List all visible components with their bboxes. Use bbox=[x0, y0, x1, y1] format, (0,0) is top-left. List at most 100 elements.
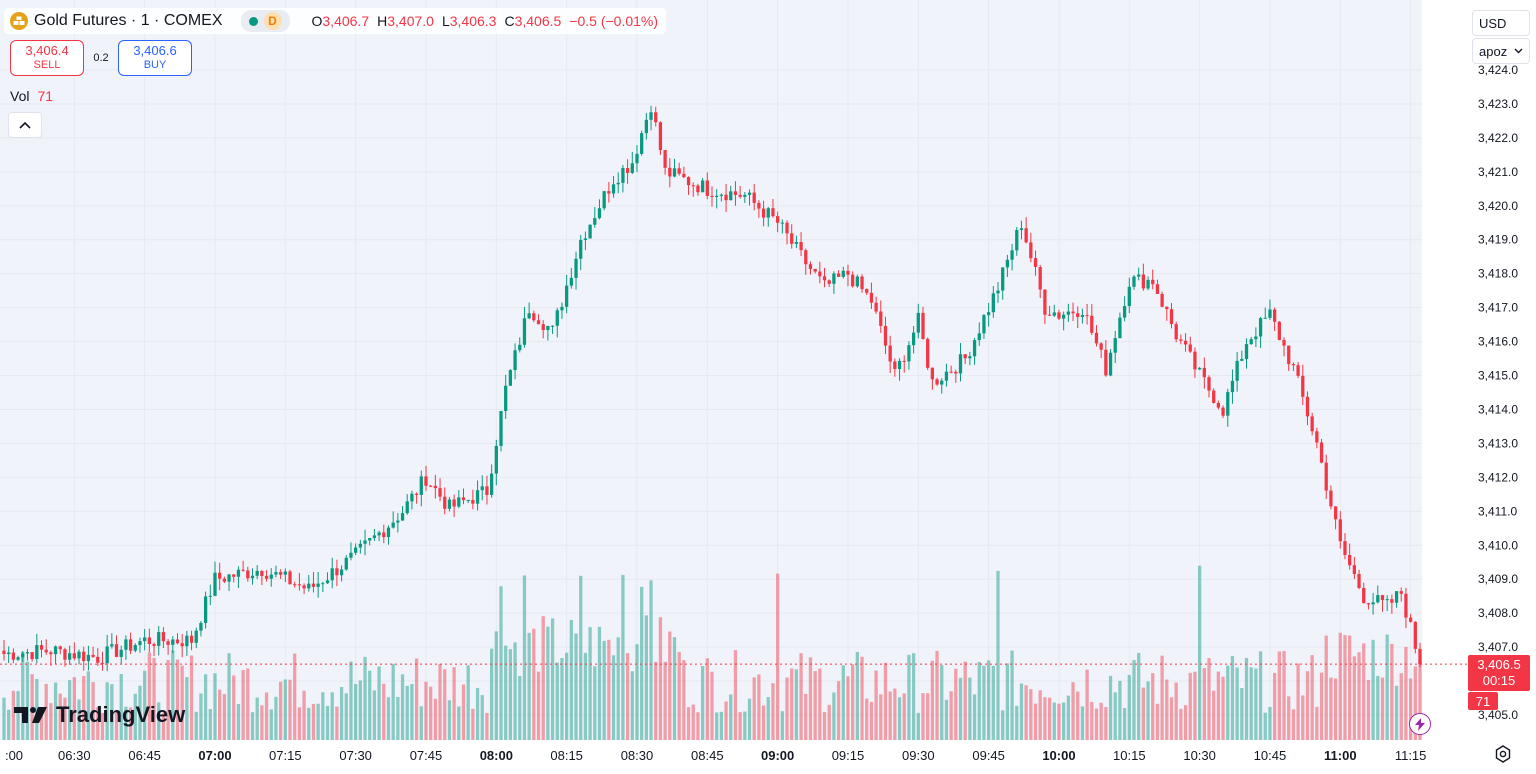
volume-bar bbox=[715, 712, 719, 740]
candle-body bbox=[565, 285, 569, 307]
candle-body bbox=[827, 280, 831, 284]
candle-body bbox=[175, 639, 180, 644]
sell-button[interactable]: 3,406.4 SELL bbox=[10, 40, 84, 76]
volume-bar bbox=[199, 693, 203, 740]
candle-body bbox=[1076, 313, 1080, 318]
candle-body bbox=[1296, 365, 1300, 376]
volume-bar bbox=[1230, 655, 1235, 740]
settings-button[interactable] bbox=[1493, 744, 1513, 764]
candle-body bbox=[977, 333, 981, 341]
volume-bar bbox=[597, 626, 602, 740]
candle-body bbox=[972, 340, 977, 357]
candle-body bbox=[869, 292, 874, 303]
chart-plot-area[interactable] bbox=[0, 0, 1422, 740]
scale-mode-label: apoz bbox=[1479, 43, 1508, 59]
volume-bar bbox=[1005, 663, 1010, 740]
low-label: L bbox=[441, 13, 450, 29]
volume-bar bbox=[1254, 668, 1258, 740]
candle-body bbox=[1038, 266, 1042, 290]
volume-bar bbox=[808, 657, 813, 740]
x-tick-label: 07:15 bbox=[269, 748, 302, 763]
candle-body bbox=[555, 310, 559, 326]
volume-legend[interactable]: Vol 71 bbox=[10, 88, 53, 104]
volume-bar bbox=[419, 706, 423, 740]
symbol-legend[interactable]: Gold Futures · 1 · COMEX D O3,406.7 H3,4… bbox=[4, 8, 667, 34]
candle-body bbox=[761, 208, 766, 218]
volume-bar bbox=[616, 637, 620, 740]
candle-body bbox=[86, 654, 91, 662]
candle-body bbox=[475, 490, 480, 504]
candle-body bbox=[203, 596, 208, 624]
volume-bar bbox=[700, 665, 705, 740]
candle-body bbox=[841, 270, 845, 277]
candle-body bbox=[738, 194, 742, 197]
buy-button[interactable]: 3,406.6 BUY bbox=[118, 40, 192, 76]
candle-body bbox=[527, 313, 531, 319]
volume-bar bbox=[1071, 682, 1075, 740]
collapse-legend-button[interactable] bbox=[8, 112, 42, 138]
volume-bar bbox=[911, 653, 916, 740]
volume-bar bbox=[733, 650, 738, 740]
volume-bar bbox=[522, 575, 527, 740]
y-tick-label: 3,422.0 bbox=[1478, 131, 1518, 145]
y-tick-label: 3,420.0 bbox=[1478, 199, 1518, 213]
candle-body bbox=[1179, 339, 1183, 341]
volume-bar bbox=[630, 671, 634, 740]
candle-body bbox=[883, 325, 888, 346]
volume-bar bbox=[771, 683, 775, 740]
volume-bar bbox=[827, 704, 831, 740]
volume-bar bbox=[466, 665, 470, 740]
volume-bar bbox=[264, 692, 269, 740]
y-tick-label: 3,418.0 bbox=[1478, 267, 1518, 281]
candle-body bbox=[49, 652, 53, 655]
symbol-title[interactable]: Gold Futures · 1 · COMEX bbox=[34, 12, 223, 29]
candle-body bbox=[218, 572, 222, 579]
volume-bar bbox=[766, 697, 770, 740]
candle-body bbox=[696, 185, 700, 193]
volume-bar bbox=[832, 692, 836, 740]
currency-select[interactable]: USD bbox=[1472, 10, 1530, 36]
candle-body bbox=[1169, 309, 1174, 325]
volume-bar bbox=[124, 706, 128, 740]
volume-bar bbox=[921, 693, 925, 740]
volume-bar bbox=[1118, 680, 1122, 740]
candle-body bbox=[1404, 593, 1408, 618]
volume-bar bbox=[339, 687, 344, 740]
volume-bar bbox=[143, 670, 147, 740]
volume-bar bbox=[785, 677, 789, 740]
volume-bar bbox=[579, 575, 583, 740]
trade-panel: 3,406.4 SELL 0.2 3,406.6 BUY bbox=[10, 40, 192, 76]
candle-body bbox=[1305, 396, 1310, 417]
market-status-pill[interactable]: D bbox=[240, 10, 290, 32]
candle-body bbox=[344, 557, 348, 570]
volume-bar bbox=[611, 655, 616, 740]
ohlc-values: O3,406.7 H3,407.0 L3,406.3 C3,406.5 −0.5… bbox=[312, 13, 659, 29]
candle-body bbox=[1216, 402, 1221, 408]
x-tick-label: 10:15 bbox=[1113, 748, 1146, 763]
candle-body bbox=[1249, 339, 1253, 345]
volume-bar bbox=[757, 674, 761, 740]
candle-body bbox=[818, 271, 822, 277]
candle-body bbox=[752, 192, 756, 203]
volume-bar bbox=[307, 707, 311, 740]
candle-body bbox=[1043, 289, 1047, 315]
volume-bar bbox=[443, 669, 447, 740]
scale-mode-select[interactable]: apoz bbox=[1472, 38, 1530, 64]
candle-body bbox=[391, 522, 395, 528]
lightning-button[interactable] bbox=[1409, 713, 1431, 735]
candle-body bbox=[658, 122, 663, 151]
volume-bar bbox=[865, 698, 869, 740]
candle-body bbox=[447, 499, 452, 509]
close-label: C bbox=[504, 13, 515, 29]
volume-bar bbox=[851, 664, 855, 740]
volume-bar bbox=[1315, 706, 1319, 740]
volume-bar bbox=[91, 682, 95, 740]
volume-bar bbox=[1348, 635, 1352, 740]
volume-bar bbox=[1366, 679, 1371, 740]
volume-bar bbox=[822, 712, 827, 740]
candle-body bbox=[654, 112, 658, 123]
tradingview-logo[interactable]: TradingView bbox=[14, 702, 185, 728]
volume-value: 71 bbox=[37, 88, 54, 104]
candle-body bbox=[1254, 336, 1258, 340]
